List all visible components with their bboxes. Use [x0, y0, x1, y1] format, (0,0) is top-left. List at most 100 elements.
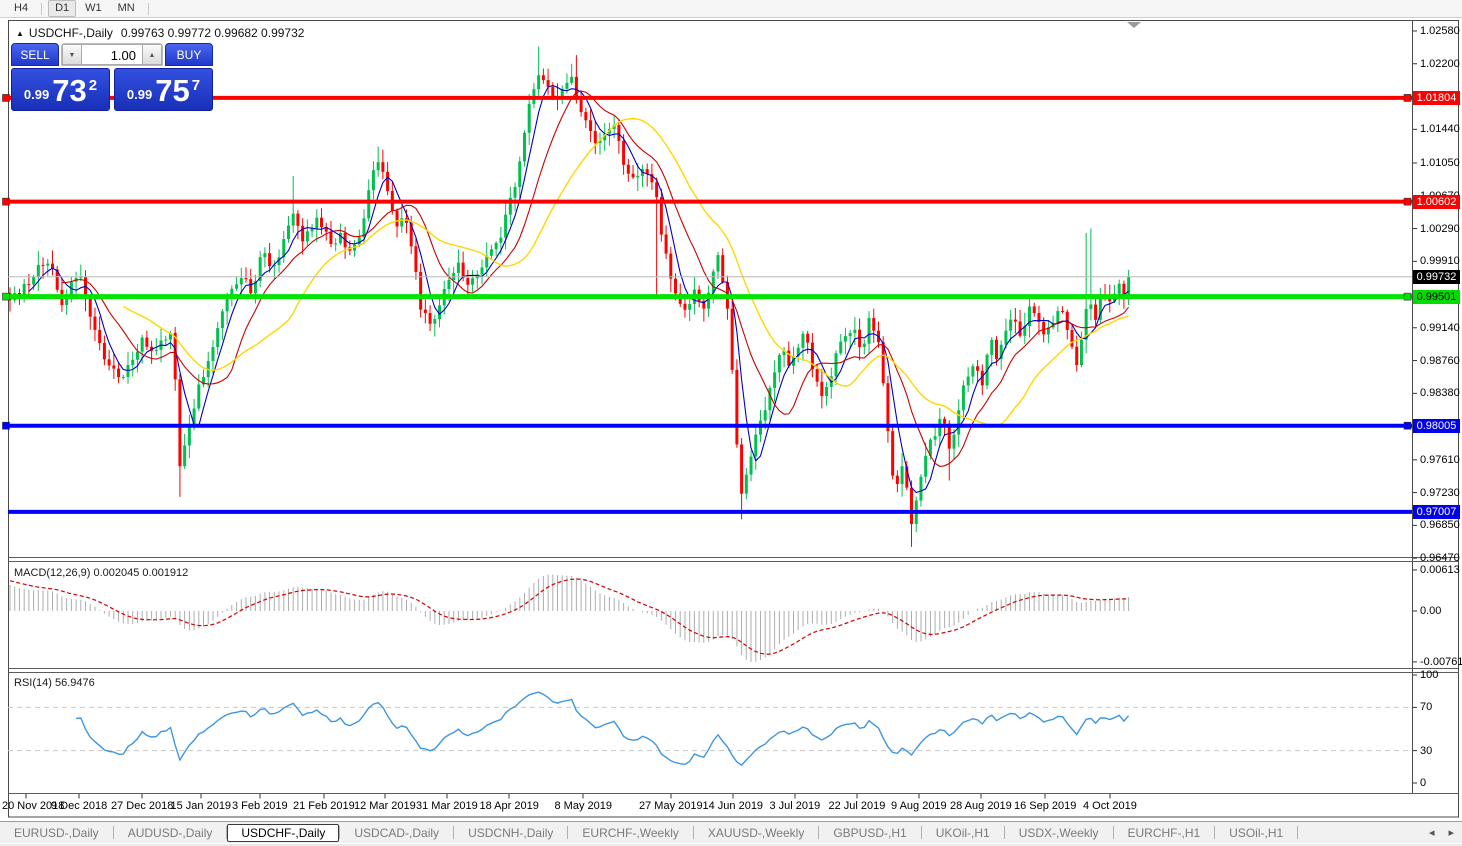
chart-window-border [8, 20, 1459, 818]
date-tick-label: 9 Dec 2018 [51, 800, 108, 812]
chart-tab-xauusd-weekly[interactable]: XAUUSD-,Weekly [707, 825, 805, 840]
macd-tick-label: 0.00613 [1420, 563, 1460, 576]
tab-separator [226, 826, 228, 839]
price-tick-label: 0.97230 [1420, 486, 1460, 499]
volume-spinner: ▼ 1.00 ▲ [61, 43, 163, 66]
date-tick-label: 4 Oct 2019 [1083, 800, 1137, 812]
price-tick-label: 0.98760 [1420, 354, 1460, 367]
trade-panel-top-row: SELL ▼ 1.00 ▲ BUY [11, 43, 213, 66]
tab-separator [1297, 826, 1299, 839]
line-handle[interactable] [1403, 292, 1412, 301]
chart-tab-usdcad-daily[interactable]: USDCAD-,Daily [354, 825, 440, 840]
rsi-tick-label: 100 [1420, 669, 1439, 681]
one-click-trading-panel: SELL ▼ 1.00 ▲ BUY 0.99 73 2 0.99 75 7 [11, 43, 213, 111]
date-tick-label: 27 May 2019 [639, 800, 703, 812]
macd-indicator-label: MACD(12,26,9) 0.002045 0.001912 [14, 567, 189, 579]
tab-separator [112, 826, 114, 839]
chart-tab-usoil-h1[interactable]: USOil-,H1 [1229, 825, 1284, 840]
collapse-triangle-icon[interactable]: ▲ [16, 29, 24, 38]
price-badge-hline: 0.97007 [1413, 504, 1460, 519]
date-tick-label: 16 Sep 2019 [1014, 800, 1077, 812]
volume-increase-button[interactable]: ▲ [142, 44, 162, 65]
chart-tab-eurchf-weekly[interactable]: EURCHF-,Weekly [582, 825, 679, 840]
buy-price-prefix: 0.99 [126, 87, 153, 102]
price-tick-label: 0.97610 [1420, 453, 1460, 466]
rsi-tick-label: 30 [1420, 744, 1433, 757]
rsi-layer [8, 691, 1412, 767]
macd-layer [9, 574, 1130, 662]
line-handle[interactable] [2, 94, 10, 102]
scroll-right-icon[interactable]: ▸ [1448, 827, 1454, 839]
line-handle[interactable] [1403, 197, 1412, 206]
line-handle[interactable] [1403, 94, 1412, 102]
price-tick-label: 0.98380 [1420, 387, 1460, 400]
sell-button[interactable]: SELL [11, 43, 59, 66]
toolbar-separator [41, 2, 43, 15]
buy-price-display[interactable]: 0.99 75 7 [114, 68, 213, 111]
current-price-badge: 0.99732 [1413, 269, 1460, 284]
chart-symbol-label: USDCHF-,Daily [28, 26, 113, 40]
date-tick-label: 12 Mar 2019 [354, 800, 416, 812]
chevron-down-icon: ▼ [68, 52, 76, 59]
price-tick-label: 0.99910 [1420, 255, 1460, 268]
timeframe-button-h4[interactable]: H4 [14, 2, 29, 14]
tab-separator [818, 826, 820, 839]
chart-tab-usdx-weekly[interactable]: USDX-,Weekly [1018, 825, 1099, 840]
sell-price-pipette: 2 [88, 77, 98, 94]
date-tick-label: 14 Jun 2019 [702, 800, 764, 812]
tab-separator [1112, 826, 1114, 839]
tab-separator [1214, 826, 1216, 839]
chart-tab-gbpusd-h1[interactable]: GBPUSD-,H1 [833, 825, 907, 840]
sell-price-big-digits: 73 [52, 73, 87, 108]
date-tick-label: 15 Jan 2019 [170, 800, 232, 812]
buy-price-pipette: 7 [191, 77, 201, 94]
toolbar-separator [147, 2, 149, 15]
line-handle[interactable] [1403, 421, 1412, 430]
price-tick-label: 1.01440 [1420, 123, 1460, 136]
price-badge-hline: 1.01804 [1413, 90, 1460, 105]
line-handle[interactable] [2, 292, 10, 301]
tab-separator [920, 826, 922, 839]
date-tick-label: 22 Jul 2019 [828, 800, 886, 812]
sell-price-display[interactable]: 0.99 73 2 [11, 68, 110, 111]
price-badge-hline: 1.00602 [1413, 194, 1460, 209]
date-tick-label: 20 Nov 2018 [2, 800, 65, 812]
date-tick-label: 21 Feb 2019 [293, 800, 355, 812]
line-handle[interactable] [2, 421, 10, 430]
price-tick-label: 1.01050 [1420, 156, 1460, 169]
timeframe-button-w1[interactable]: W1 [85, 2, 102, 14]
chevron-up-icon: ▲ [148, 52, 156, 59]
macd-tick-label: 0.00 [1420, 605, 1442, 617]
date-tick-label: 9 Aug 2019 [891, 800, 947, 812]
tab-separator [692, 826, 694, 839]
chart-tab-audusd-daily[interactable]: AUDUSD-,Daily [127, 825, 213, 840]
macd-tick-label: -0.00761 [1420, 655, 1462, 668]
date-tick-label: 18 Apr 2019 [479, 800, 539, 812]
tab-scroll-buttons: ◂ ▸ [1429, 825, 1454, 841]
price-tick-label: 1.00290 [1420, 222, 1460, 235]
date-tick-label: 8 May 2019 [554, 800, 612, 812]
buy-button[interactable]: BUY [165, 43, 213, 66]
chart-tab-usdcnh-daily[interactable]: USDCNH-,Daily [468, 825, 554, 840]
chart-tab-eurusd-daily[interactable]: EURUSD-,Daily [14, 825, 99, 840]
rsi-tick-label: 0 [1420, 777, 1427, 789]
line-handle[interactable] [2, 197, 10, 206]
tab-separator [339, 826, 341, 839]
chart-tab-ukoil-h1[interactable]: UKOil-,H1 [935, 825, 990, 840]
timeframe-button-mn[interactable]: MN [117, 2, 135, 14]
chart-title: ▲ USDCHF-,Daily 0.99763 0.99772 0.99682 0.… [16, 26, 304, 40]
chart-tab-usdchf-daily[interactable]: USDCHF-,Daily [227, 823, 340, 842]
price-tick-label: 1.02580 [1420, 24, 1460, 37]
volume-decrease-button[interactable]: ▼ [62, 44, 82, 65]
price-badge-hline: 0.99501 [1413, 289, 1460, 304]
scroll-left-icon[interactable]: ◂ [1428, 827, 1435, 839]
chart-tab-eurchf-h1[interactable]: EURCHF-,H1 [1127, 825, 1201, 840]
volume-input[interactable]: 1.00 [82, 44, 142, 65]
tab-separator [453, 826, 455, 839]
chart-shift-icon [1127, 22, 1141, 28]
timeframe-button-d1[interactable]: D1 [48, 0, 77, 17]
date-tick-label: 3 Jul 2019 [769, 800, 821, 812]
price-tick-label: 0.96850 [1420, 519, 1460, 532]
